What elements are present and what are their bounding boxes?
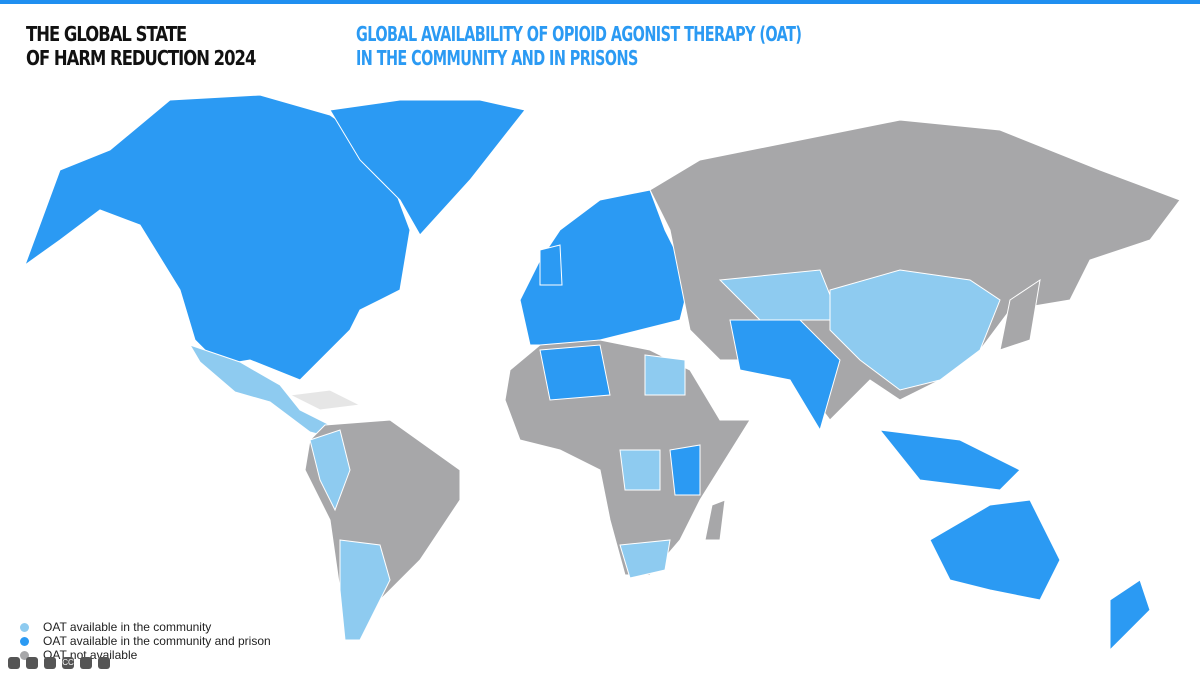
top-bar xyxy=(0,0,1200,4)
tool-pen[interactable] xyxy=(26,657,38,669)
tool-more[interactable] xyxy=(98,657,110,669)
tool-camera[interactable] xyxy=(80,657,92,669)
south-africa xyxy=(619,539,671,579)
legend-item: OAT available in the community xyxy=(20,620,271,634)
brand-line: THE GLOBAL STATE xyxy=(26,22,187,46)
east-africa xyxy=(669,444,701,496)
tool-cc[interactable]: CC xyxy=(62,657,74,669)
argentina xyxy=(339,539,391,641)
tool-back[interactable] xyxy=(8,657,20,669)
uk xyxy=(539,244,563,286)
new-zealand xyxy=(1109,579,1151,652)
map-title: GLOBAL AVAILABILITY OF OPIOID AGONIST TH… xyxy=(356,22,802,70)
greenland xyxy=(329,99,526,236)
map-title-line: IN THE COMMUNITY AND IN PRISONS xyxy=(356,46,638,70)
tool-zoom[interactable] xyxy=(44,657,56,669)
brand-title: THE GLOBAL STATE OF HARM REDUCTION 2024 xyxy=(26,22,256,70)
legend-swatch xyxy=(20,650,29,660)
north-africa xyxy=(539,344,611,401)
legend-swatch xyxy=(20,636,29,646)
toolbar: CC xyxy=(8,657,110,669)
japan xyxy=(999,278,1041,351)
south-asia xyxy=(729,319,841,432)
north-america xyxy=(23,94,411,381)
central-africa xyxy=(619,449,661,491)
egypt xyxy=(644,354,686,396)
brand-line: OF HARM REDUCTION 2024 xyxy=(26,46,256,70)
australia xyxy=(929,499,1061,601)
map-title-line: GLOBAL AVAILABILITY OF OPIOID AGONIST TH… xyxy=(356,22,802,46)
caribbean xyxy=(288,389,362,411)
andes xyxy=(309,429,351,512)
china xyxy=(829,269,1001,391)
southeast-asia xyxy=(878,429,1021,491)
legend-item: OAT available in the community and priso… xyxy=(20,634,271,648)
legend: OAT available in the community OAT availa… xyxy=(20,620,271,662)
madagascar xyxy=(704,499,726,541)
legend-label: OAT available in the community and priso… xyxy=(43,634,271,648)
legend-swatch xyxy=(20,622,29,632)
legend-label: OAT available in the community xyxy=(43,620,212,634)
